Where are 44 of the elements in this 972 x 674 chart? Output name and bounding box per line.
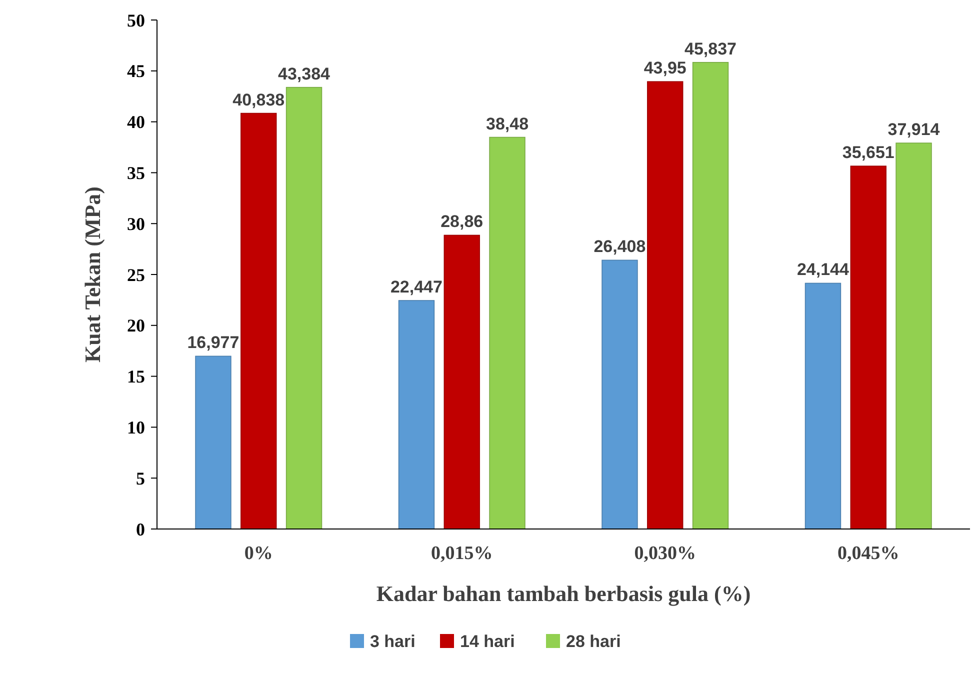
y-tick-label: 45: [127, 61, 145, 82]
y-tick-label: 5: [136, 468, 145, 488]
bar: [804, 282, 842, 530]
x-tick-label: 0,045%: [838, 543, 900, 564]
x-tick-label: 0,015%: [431, 543, 493, 564]
bar: [692, 62, 729, 530]
x-axis-title: Kadar bahan tambah berbasis gula (%): [376, 581, 751, 606]
y-tick-label: 10: [127, 418, 145, 438]
data-label: 38,48: [486, 114, 529, 134]
data-label: 40,838: [232, 90, 285, 110]
bar: [240, 112, 277, 530]
bar: [850, 166, 886, 530]
y-tick-label: 15: [127, 366, 145, 387]
data-label: 45,837: [684, 39, 737, 58]
legend-label: 14 hari: [460, 632, 515, 651]
legend-label: 3 hari: [370, 632, 416, 651]
bar: [195, 356, 232, 530]
legend-label: 28 hari: [566, 632, 621, 651]
bar: [286, 86, 322, 530]
y-tick-label: 0: [136, 519, 145, 540]
data-label: 37,914: [888, 120, 940, 140]
bar: [647, 81, 684, 530]
data-label: 35,651: [842, 143, 894, 162]
y-tick-label: 50: [127, 10, 145, 30]
y-tick-label: 30: [127, 214, 145, 234]
x-tick-label: 0,030%: [634, 543, 696, 564]
x-tick-label: 0%: [244, 543, 273, 564]
bar: [896, 142, 932, 530]
y-tick-label: 40: [127, 112, 145, 132]
data-label: 43,384: [278, 64, 331, 84]
y-tick-label: 25: [127, 264, 145, 285]
bar: [398, 300, 435, 530]
data-label: 28,86: [440, 212, 484, 232]
data-label: 16,977: [187, 333, 240, 352]
bar: [489, 136, 526, 530]
y-tick-label: 35: [127, 163, 145, 183]
bar: [444, 234, 480, 530]
data-label: 22,447: [390, 277, 442, 296]
data-label: 43,95: [644, 58, 686, 78]
bar: [602, 260, 638, 530]
y-tick-label: 20: [127, 316, 145, 336]
data-label: 26,408: [594, 237, 646, 256]
y-axis-title: Kuat Tekan (MPa): [80, 186, 105, 363]
data-label: 24,144: [796, 260, 850, 280]
